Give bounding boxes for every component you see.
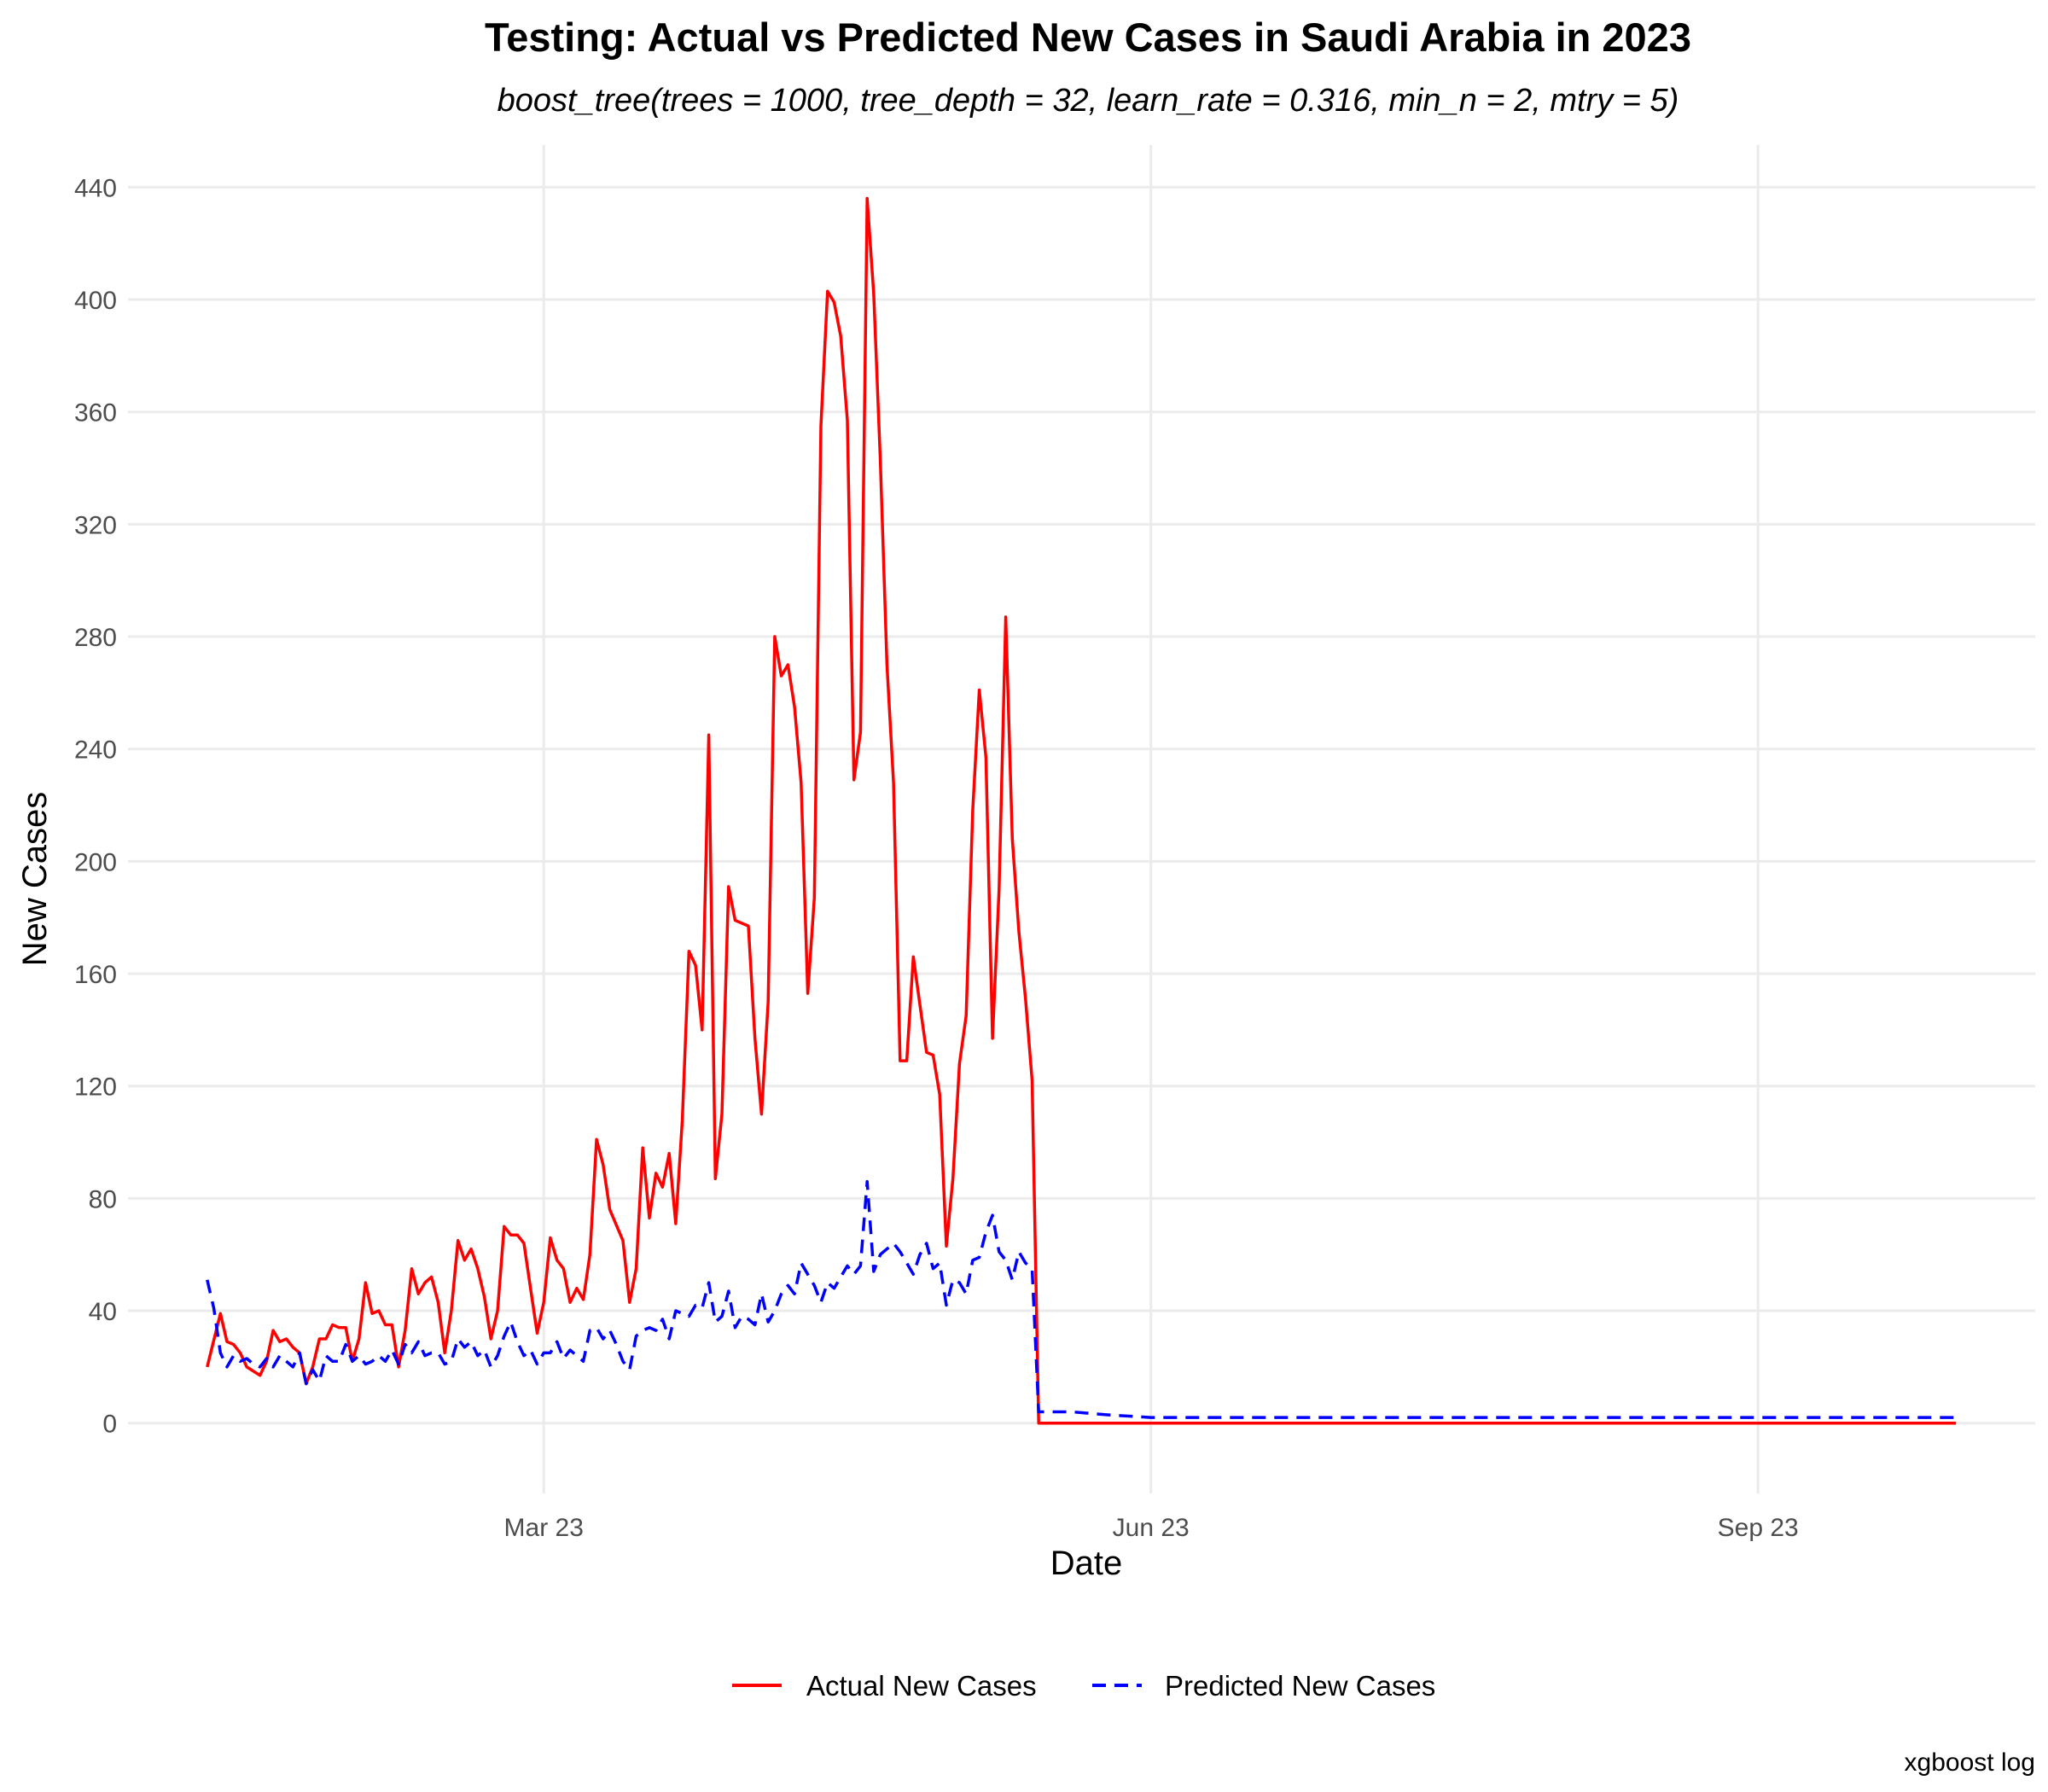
y-tick-label: 160	[74, 961, 117, 989]
y-tick-label: 320	[74, 511, 117, 539]
x-tick-label: Mar 23	[504, 1514, 584, 1542]
y-axis-title: New Cases	[16, 792, 54, 967]
y-tick-label: 80	[89, 1185, 117, 1213]
grid-layer	[128, 145, 2035, 1493]
series-line-actual-new-cases	[206, 196, 1957, 1425]
y-tick-label: 440	[74, 174, 117, 202]
y-tick-label: 400	[74, 287, 117, 315]
y-tick-label: 0	[102, 1411, 117, 1439]
y-tick-labels: 0 40 80 120 160 200 240 280 320 360 400 440	[74, 174, 117, 1438]
y-tick-label: 240	[74, 736, 117, 765]
chart-caption: xgboost log	[1905, 1748, 2035, 1777]
y-tick-label: 280	[74, 624, 117, 652]
y-tick-label: 360	[74, 399, 117, 428]
x-tick-label: Jun 23	[1113, 1514, 1190, 1542]
y-tick-label: 40	[89, 1298, 117, 1326]
series-layer	[206, 196, 1957, 1425]
x-tick-labels: Mar 23 Jun 23 Sep 23	[504, 1514, 1799, 1542]
x-axis-title: Date	[1050, 1545, 1123, 1582]
legend: Actual New Cases Predicted New Cases	[732, 1670, 1435, 1702]
chart-subtitle: boost_tree(trees = 1000, tree_depth = 32…	[497, 83, 1679, 119]
y-tick-label: 120	[74, 1073, 117, 1102]
legend-label: Predicted New Cases	[1165, 1670, 1435, 1702]
series-line-predicted-new-cases	[206, 1179, 1957, 1419]
y-tick-label: 200	[74, 848, 117, 876]
chart-title: Testing: Actual vs Predicted New Cases i…	[485, 15, 1691, 60]
x-tick-label: Sep 23	[1718, 1514, 1799, 1542]
legend-label: Actual New Cases	[806, 1670, 1037, 1702]
